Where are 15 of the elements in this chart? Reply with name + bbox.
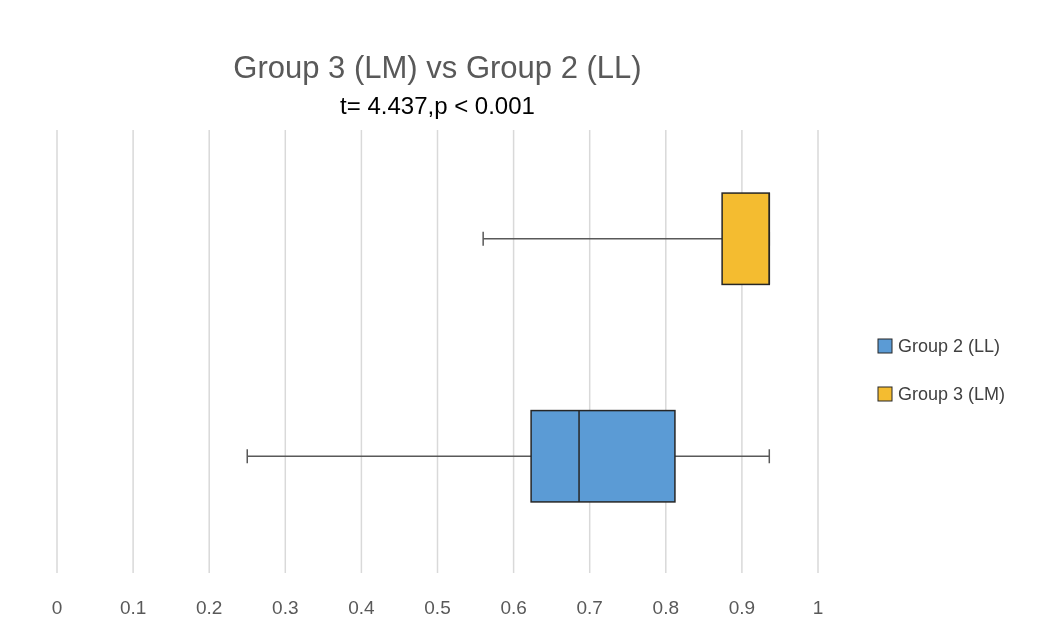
chart-title: Group 3 (LM) vs Group 2 (LL) xyxy=(233,50,642,85)
x-tick-label: 0.1 xyxy=(119,597,147,618)
x-tick-label: 1 xyxy=(812,597,824,618)
legend-label: Group 3 (LM) xyxy=(898,384,1006,404)
x-tick-label: 0 xyxy=(51,597,63,618)
x-tick-label: 0.9 xyxy=(728,597,756,618)
x-tick-label: 0.2 xyxy=(195,597,223,618)
x-tick-label: 0.6 xyxy=(500,597,527,618)
x-tick-label: 0.4 xyxy=(348,597,376,618)
x-tick-label: 0.3 xyxy=(272,597,299,618)
x-tick-label: 0.5 xyxy=(424,597,451,618)
legend-label: Group 2 (LL) xyxy=(898,336,1001,356)
chart-subtitle: t= 4.437,p < 0.001 xyxy=(340,92,535,119)
x-tick-label: 0.7 xyxy=(576,597,603,618)
x-tick-label: 0.8 xyxy=(652,597,680,618)
